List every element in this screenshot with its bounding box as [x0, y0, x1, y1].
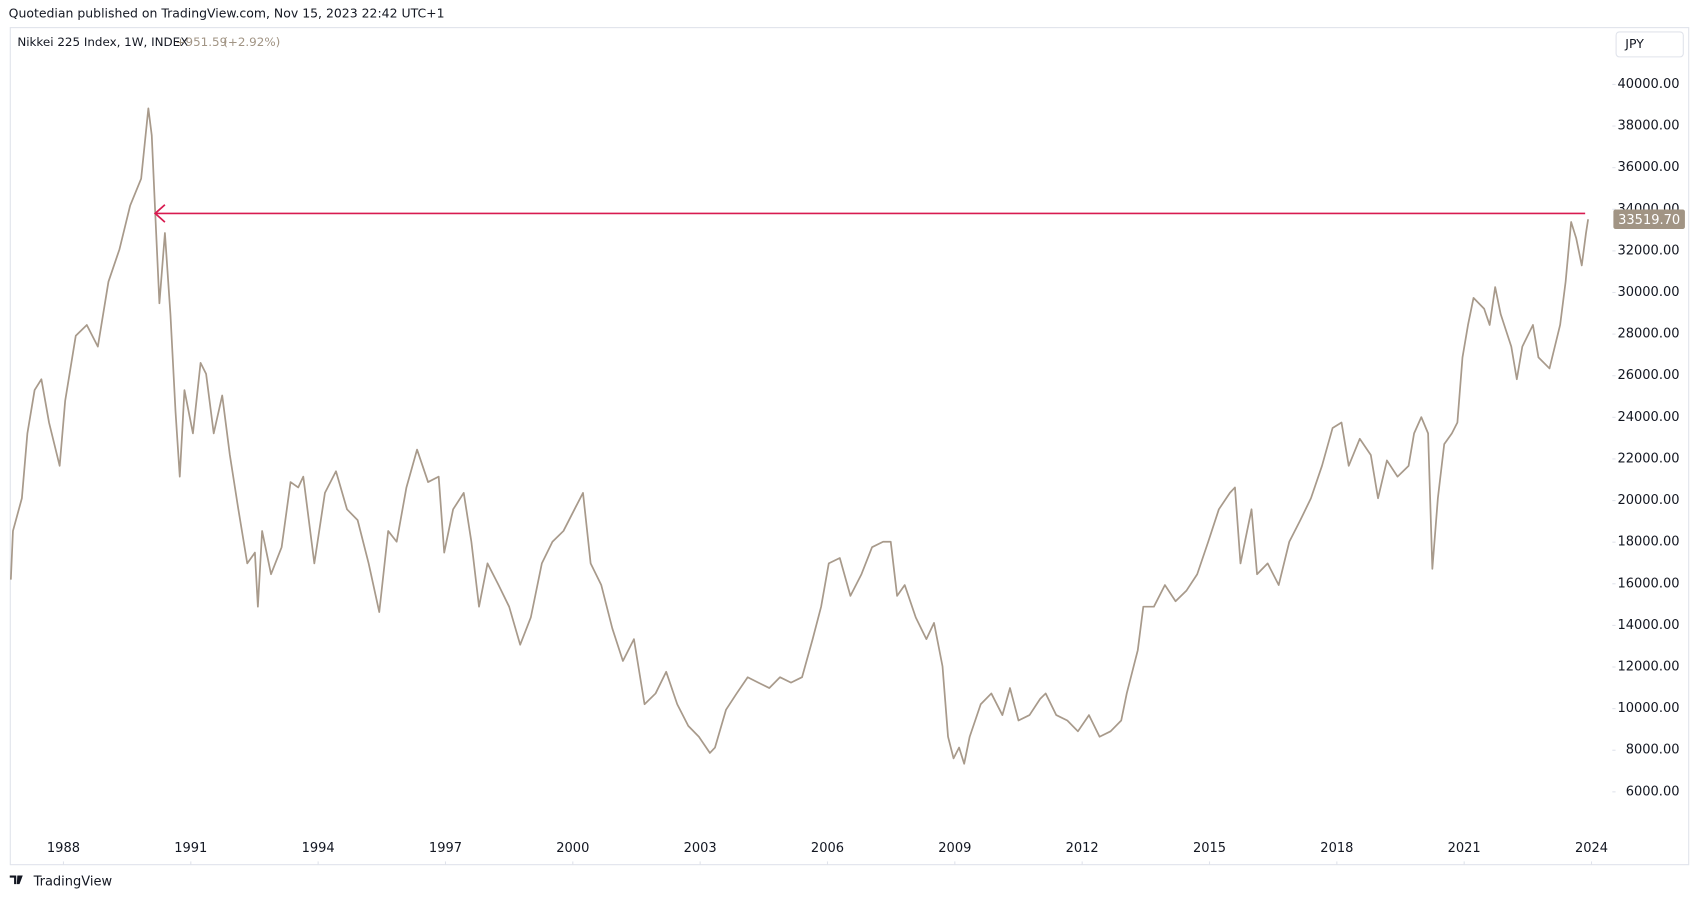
y-tick-label: 38000.00 [1617, 119, 1679, 134]
source-line: Quotedian published on TradingView.com, … [9, 6, 445, 21]
y-tick-label: 10000.00 [1617, 701, 1679, 716]
chart-frame [9, 27, 1690, 866]
annotation-arrow [153, 204, 166, 223]
x-tick-label: 2024 [1575, 841, 1608, 856]
x-tick-label: 1994 [302, 841, 335, 856]
brand-name: TradingView [33, 875, 113, 890]
x-tick-label: 2006 [811, 841, 844, 856]
last-price-label: 33519.70 [1618, 213, 1680, 228]
y-tick-label: 28000.00 [1617, 327, 1679, 342]
x-tick-label: 1997 [429, 841, 462, 856]
x-tick-label: 2021 [1448, 841, 1481, 856]
y-tick-label: 26000.00 [1617, 368, 1679, 383]
x-tick-label: 1988 [47, 841, 80, 856]
y-tick-label: 8000.00 [1626, 743, 1680, 758]
x-tick-label: 2000 [556, 841, 589, 856]
y-tick-label: 16000.00 [1617, 576, 1679, 591]
y-tick-label: 24000.00 [1617, 410, 1679, 425]
y-tick-label: 22000.00 [1617, 451, 1679, 466]
y-tick-label: 20000.00 [1617, 493, 1679, 508]
legend-symbol: Nikkei 225 Index, 1W, INDEX [17, 35, 188, 49]
currency-button[interactable] [1615, 31, 1684, 58]
y-tick-label: 30000.00 [1617, 285, 1679, 300]
x-tick-label: 2012 [1066, 841, 1099, 856]
x-tick-label: 2009 [938, 841, 971, 856]
currency-label[interactable]: JPY [1624, 36, 1644, 51]
y-tick-label: 12000.00 [1617, 660, 1679, 675]
x-tick-label: 2003 [684, 841, 717, 856]
price-line [9, 107, 1589, 765]
x-tick-label: 1991 [174, 841, 207, 856]
y-tick-label: 14000.00 [1617, 618, 1679, 633]
y-tick-label: 18000.00 [1617, 535, 1679, 550]
y-tick-label: 6000.00 [1626, 784, 1680, 799]
x-tick-label: 2018 [1320, 841, 1353, 856]
last-price-box [1613, 209, 1685, 230]
y-tick-label: 32000.00 [1617, 243, 1679, 258]
brand-logo [9, 875, 23, 885]
legend-change-pct: (+2.92%) [223, 35, 280, 49]
legend-change: +951.59 [176, 35, 228, 49]
y-tick-label: 36000.00 [1617, 160, 1679, 175]
x-tick-label: 2015 [1193, 841, 1226, 856]
y-tick-label: 40000.00 [1617, 77, 1679, 92]
